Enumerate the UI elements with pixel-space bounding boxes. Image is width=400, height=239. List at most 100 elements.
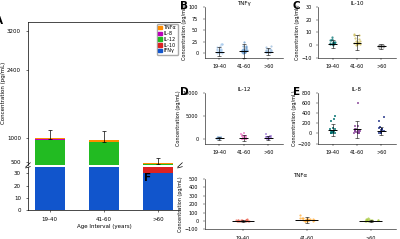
Point [300,218,307,222]
Point [376,131,382,135]
Point [376,46,383,50]
Point [218,42,225,46]
Point [355,41,361,44]
Point [369,218,375,222]
Title: IL-12: IL-12 [237,87,250,92]
Point [267,48,274,52]
Point [376,44,382,48]
Point [330,41,336,45]
Point [354,131,361,135]
Point [328,130,335,134]
Point [265,48,272,51]
Point [303,217,309,221]
Point [351,33,357,37]
Point [236,219,242,223]
Point [214,45,220,49]
Point [299,217,305,220]
Point [376,120,382,123]
Point [330,129,337,133]
Point [330,130,336,134]
Point [240,136,247,140]
Point [264,136,270,140]
Bar [143,185,173,187]
Point [352,130,358,133]
Point [242,136,249,140]
Point [381,129,387,132]
Title: TNFγ: TNFγ [237,1,251,6]
Y-axis label: Concentration (pg/mL): Concentration (pg/mL) [176,91,181,146]
Point [355,125,362,128]
Bar [143,164,173,185]
Point [375,44,382,48]
Point [263,45,269,49]
Point [265,136,271,140]
Point [304,219,310,223]
Point [214,51,220,55]
Point [240,131,247,135]
Point [216,50,222,54]
Point [327,127,333,131]
Point [379,127,385,131]
Text: E: E [293,87,300,97]
Bar [35,140,65,184]
Point [267,50,273,54]
Point [379,127,385,130]
Point [378,131,384,135]
Point [215,135,222,139]
Point [240,44,246,48]
Point [242,137,249,141]
Text: C: C [293,1,301,11]
Point [352,43,359,47]
Point [234,218,241,222]
Point [363,219,370,223]
Point [332,40,338,44]
Point [267,47,274,51]
Point [329,130,335,134]
Point [215,136,221,140]
Bar [35,127,65,136]
Point [266,50,272,54]
Point [234,218,241,222]
Point [267,50,273,54]
Point [240,135,246,139]
Point [302,219,308,223]
Point [353,130,360,134]
Point [329,43,336,47]
Bar [89,184,119,187]
Point [214,137,220,141]
Point [241,50,248,54]
Point [353,39,360,43]
Point [353,42,360,45]
Legend: TNFα, IL-8, IL-12, IL-10, IFNγ: TNFα, IL-8, IL-12, IL-10, IFNγ [156,24,178,55]
Point [243,48,250,52]
Point [328,131,334,135]
Point [327,41,333,44]
Point [354,42,360,46]
Point [242,49,248,52]
Point [330,41,336,44]
Point [240,136,246,140]
Point [331,42,337,45]
Point [243,136,250,140]
Point [329,37,335,41]
Point [242,218,249,222]
Point [214,47,220,51]
Bar [35,0,65,127]
Point [328,131,334,135]
Point [376,125,383,129]
Point [300,216,306,220]
Point [379,130,385,133]
Point [242,218,249,222]
Point [354,42,361,46]
Point [218,48,224,51]
Point [214,48,221,52]
Text: D: D [180,87,188,97]
Point [368,218,374,222]
Point [364,219,371,223]
Point [234,219,241,223]
Point [239,137,246,141]
Point [352,129,358,133]
Point [242,50,248,54]
Point [267,44,274,48]
Point [263,132,269,136]
